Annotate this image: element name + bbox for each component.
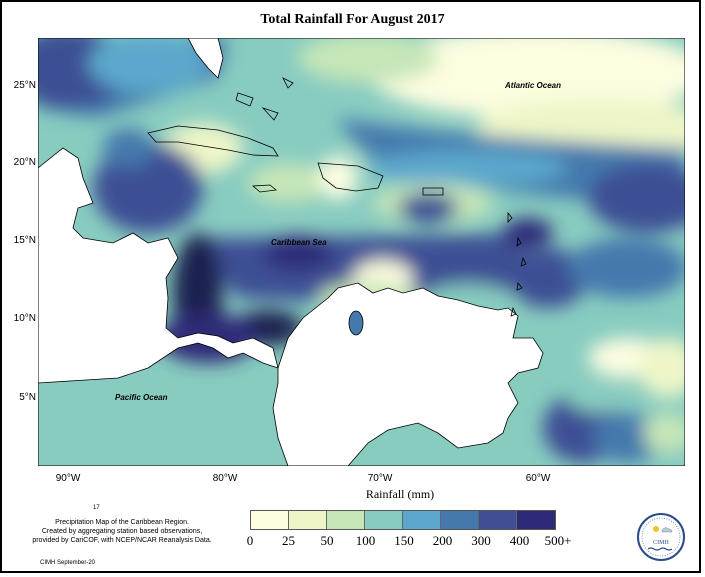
cloud-icon: [661, 527, 673, 533]
rainfall-map: Atlantic Ocean Caribbean Sea Pacific Oce…: [37, 37, 686, 467]
central-america-land: [38, 147, 279, 384]
legend-swatch: [403, 511, 441, 529]
legend-label: 500+: [544, 533, 572, 548]
bahamas-outline: [235, 77, 294, 121]
jamaica-outline: [251, 184, 277, 193]
legend-label: 200: [432, 533, 453, 548]
legend-label: 150: [394, 533, 414, 548]
caption-line: Precipitation Map of the Caribbean Regio…: [55, 519, 189, 526]
legend-swatch: [251, 511, 289, 529]
map-svg: [37, 37, 686, 467]
legend-label: 0: [246, 533, 254, 548]
florida-land: [187, 38, 224, 79]
caption-line: provided by CariCOF, with NCEP/NCAR Rean…: [32, 537, 212, 544]
legend-swatch: [441, 511, 479, 529]
map-caption: Precipitation Map of the Caribbean Regio…: [22, 518, 222, 545]
legend-label: 100: [355, 533, 376, 548]
legend-swatch: [289, 511, 327, 529]
sun-icon: [653, 526, 659, 532]
logo-text: CIMH: [653, 540, 669, 546]
legend-label: 50: [320, 533, 334, 548]
lon-tick: 80°W: [212, 473, 238, 484]
caribbean-sea-label: Caribbean Sea: [271, 238, 327, 247]
legend-swatch: [517, 511, 555, 529]
pacific-ocean-label: Pacific Ocean: [115, 393, 168, 402]
lat-tick: 20°N: [13, 157, 36, 168]
lon-tick: 60°W: [525, 473, 551, 484]
lesser-antilles-outline: [507, 211, 527, 317]
south-america-land: [272, 282, 544, 466]
credit-text: CIMH September-20: [40, 560, 96, 566]
lat-tick: 25°N: [13, 80, 36, 91]
legend-swatch: [365, 511, 403, 529]
caption-line: Created by aggregating station based obs…: [41, 528, 203, 535]
legend-label: 300: [471, 533, 491, 548]
lat-tick: 10°N: [13, 313, 36, 324]
lat-tick: 15°N: [13, 235, 36, 246]
map-title: Total Rainfall For August 2017: [260, 12, 445, 27]
rainfall-contours: [38, 38, 685, 463]
cimh-logo: CIMH: [636, 512, 686, 562]
land-masses: [38, 38, 544, 466]
page-number: 17: [93, 505, 100, 511]
cuba-outline: [147, 125, 279, 157]
lat-tick: 5°N: [19, 392, 36, 403]
legend-swatch: [327, 511, 365, 529]
hispaniola-outline: [317, 162, 384, 192]
legend-label: 25: [282, 533, 295, 548]
legend-label: 400: [509, 533, 530, 548]
puerto-rico-outline: [422, 187, 444, 196]
wave-icon: [647, 547, 673, 551]
legend-colorbar: [250, 510, 556, 530]
atlantic-ocean-label: Atlantic Ocean: [505, 81, 562, 90]
legend-title: Rainfall (mm): [365, 487, 435, 501]
legend-swatch: [479, 511, 517, 529]
lon-tick: 70°W: [367, 473, 393, 484]
lake-maracaibo: [348, 310, 364, 336]
lon-tick: 90°W: [55, 473, 81, 484]
